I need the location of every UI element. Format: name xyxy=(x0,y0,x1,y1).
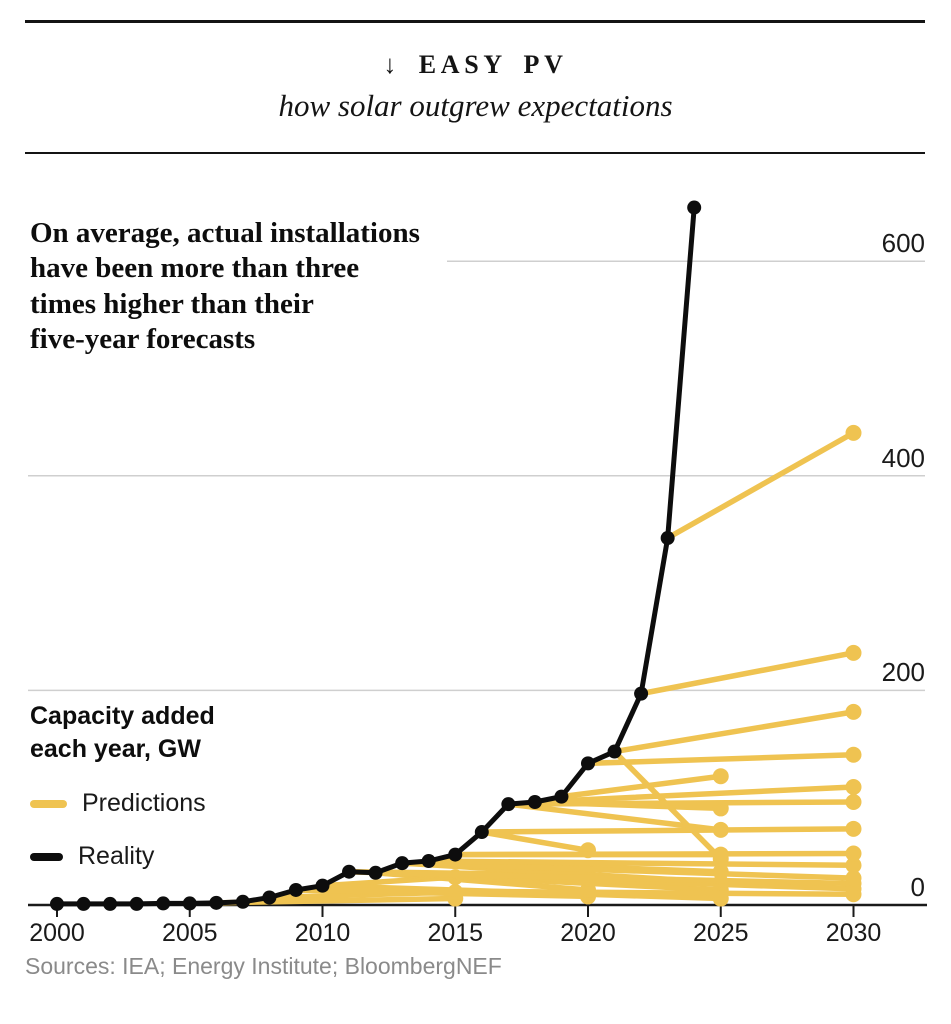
prediction-line xyxy=(611,709,857,755)
reality-point xyxy=(129,896,144,911)
top-rule xyxy=(25,20,925,23)
reality-point xyxy=(554,789,569,804)
chart-kicker: ↓ EASY PV xyxy=(383,50,568,79)
legend-row-reality: Reality xyxy=(30,842,215,871)
reality-point xyxy=(50,896,64,911)
chart-legend: Capacity added each year, GW Predictions… xyxy=(30,700,215,871)
prediction-line xyxy=(425,858,857,869)
x-axis-label-2020: 2020 xyxy=(560,919,616,947)
prediction-endpoint xyxy=(845,820,862,837)
legend-title: Capacity added each year, GW xyxy=(30,702,215,763)
prediction-line xyxy=(479,826,857,835)
reality-point xyxy=(103,896,118,911)
reality-point xyxy=(76,896,91,911)
reality-point xyxy=(209,895,224,910)
predictions-line-swatch-icon xyxy=(30,799,67,808)
prediction-endpoint xyxy=(845,644,862,661)
header-rule xyxy=(25,152,925,154)
reality-point xyxy=(235,894,250,909)
x-axis-label-2025: 2025 xyxy=(692,919,749,947)
chart-annotation: On average, actual installations have be… xyxy=(30,217,420,356)
y-axis-label-0: 0 xyxy=(910,872,925,902)
reality-point xyxy=(315,878,330,893)
prediction-line xyxy=(293,887,857,898)
prediction-endpoint xyxy=(845,793,862,810)
prediction-endpoint xyxy=(845,703,862,720)
reality-point xyxy=(156,896,171,911)
chart-subtitle: how solar outgrew expectations xyxy=(278,88,673,123)
prediction-line xyxy=(664,430,857,541)
prediction-line xyxy=(505,799,857,807)
reality-point xyxy=(474,825,489,840)
reality-point xyxy=(448,847,463,862)
y-axis-label-600: 600 xyxy=(881,228,925,259)
prediction-endpoint xyxy=(845,857,862,874)
reality-point xyxy=(342,864,357,879)
prediction-endpoint xyxy=(845,746,862,763)
reality-point xyxy=(182,896,197,911)
reality-point xyxy=(262,890,277,905)
prediction-endpoint xyxy=(845,778,862,795)
reality-point xyxy=(581,756,595,771)
prediction-endpoint xyxy=(712,768,729,785)
prediction-line xyxy=(532,784,857,805)
prediction-endpoint xyxy=(845,845,862,862)
x-axis-label-2005: 2005 xyxy=(161,919,218,947)
legend-row-predictions: Predictions xyxy=(30,789,215,818)
prediction-line xyxy=(585,752,857,767)
sources-note: Sources: IEA; Energy Institute; Bloomber… xyxy=(25,953,502,979)
reality-point xyxy=(395,856,410,871)
prediction-line xyxy=(452,850,857,858)
predictions-label: Predictions xyxy=(82,789,206,817)
reality-label: Reality xyxy=(78,842,155,870)
reality-point xyxy=(421,854,436,869)
reality-line-swatch-icon xyxy=(30,852,63,861)
reality-point xyxy=(607,744,622,759)
x-axis-label-2010: 2010 xyxy=(294,919,351,947)
reality-point xyxy=(660,531,675,546)
reality-point xyxy=(501,797,516,812)
x-axis-label-2015: 2015 xyxy=(427,919,484,947)
reality-point xyxy=(288,882,303,897)
prediction-line xyxy=(638,650,857,697)
y-axis-label-400: 400 xyxy=(881,442,925,473)
reality-point xyxy=(634,686,649,701)
reality-point xyxy=(687,200,702,215)
prediction-line xyxy=(558,773,724,800)
y-axis-label-200: 200 xyxy=(881,657,925,688)
x-axis-label-2030: 2030 xyxy=(825,919,882,947)
prediction-line xyxy=(479,829,591,854)
x-axis-label-2000: 2000 xyxy=(29,919,85,947)
prediction-endpoint xyxy=(845,870,862,887)
reality-point xyxy=(368,865,383,880)
prediction-line xyxy=(399,860,857,881)
prediction-line xyxy=(372,870,857,887)
reality-point xyxy=(527,794,542,809)
prediction-endpoint xyxy=(845,424,862,441)
